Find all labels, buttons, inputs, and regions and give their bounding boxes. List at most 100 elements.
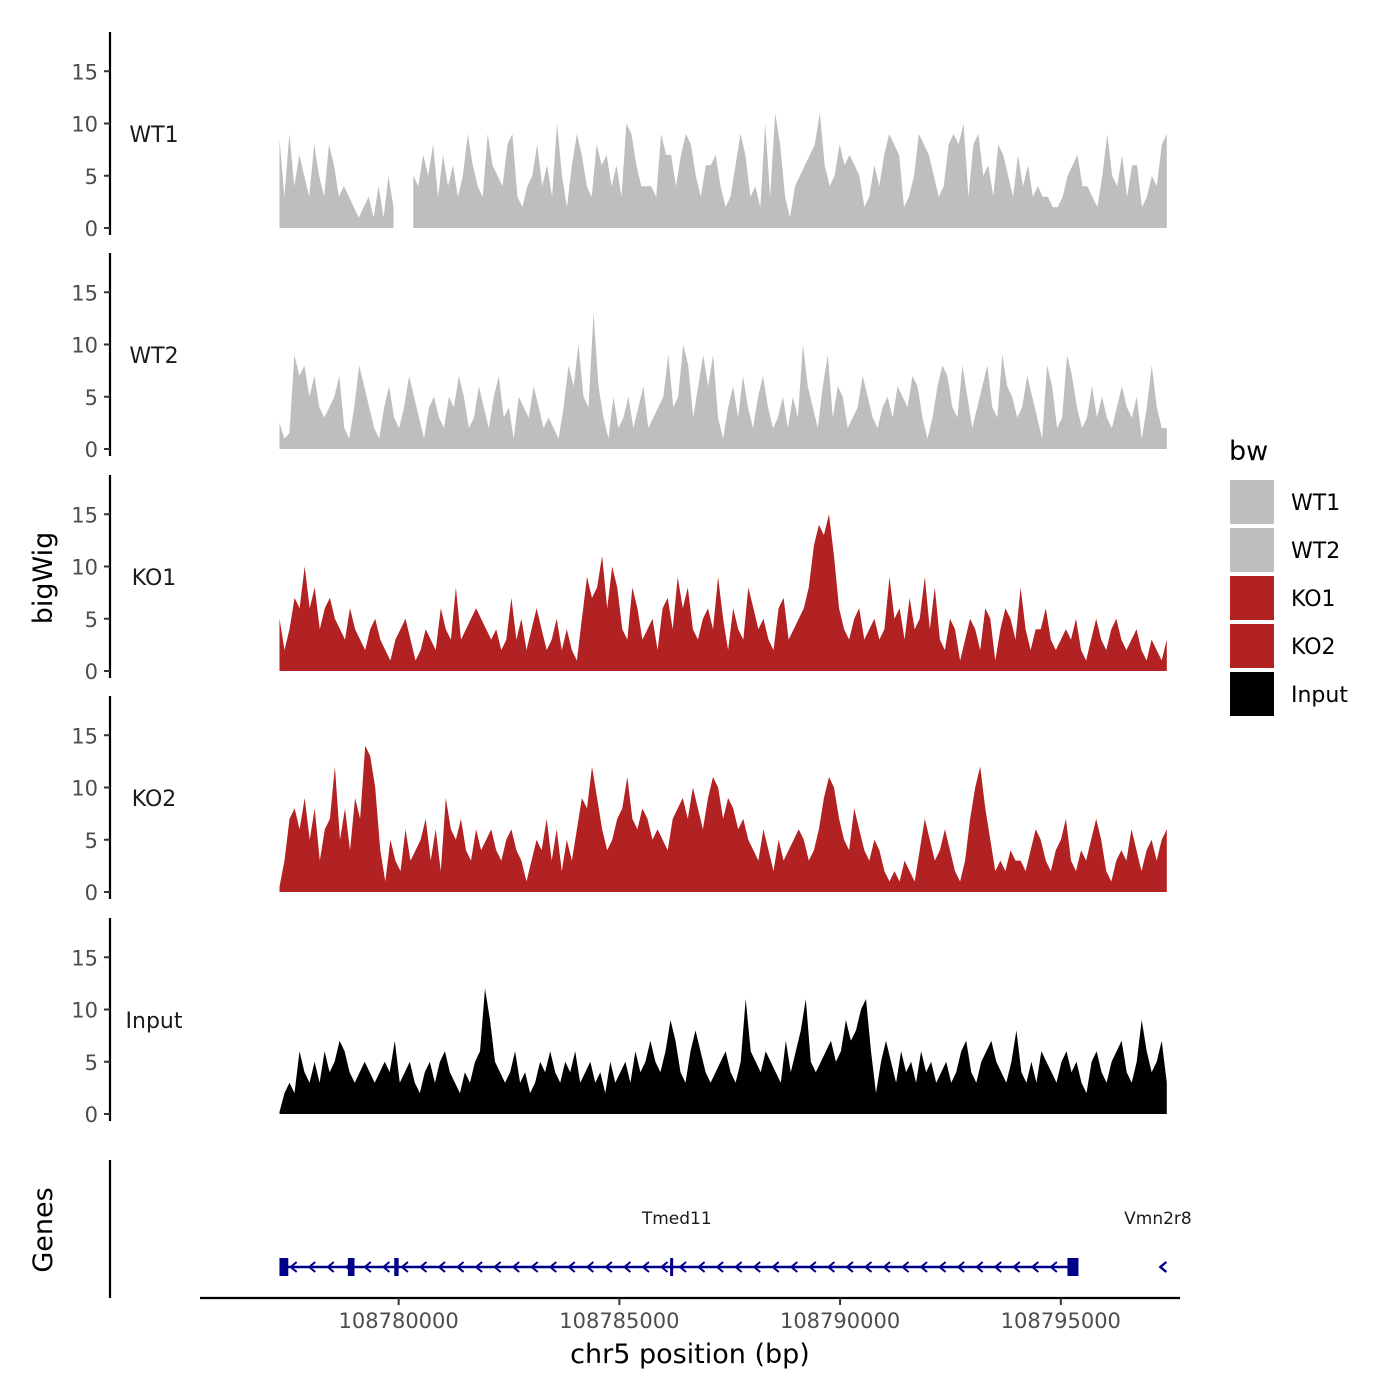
- strand-arrow: [567, 1261, 576, 1273]
- y-tick-label: 10: [71, 334, 98, 358]
- exon-block: [394, 1258, 399, 1276]
- genes-layer: Tmed11 Vmn2r8: [108, 1160, 1192, 1298]
- y-tick-label: 15: [71, 503, 98, 527]
- y-tick-label: 0: [85, 1103, 98, 1127]
- y-tick-label: 5: [85, 829, 98, 853]
- track-wt1: 0 5 10 15 WT1: [71, 32, 1167, 241]
- track-wt2: 0 5 10 15 WT2: [71, 253, 1167, 462]
- exon-block: [347, 1258, 355, 1276]
- strand-arrow: [697, 1261, 706, 1273]
- x-tick-label: 108785000: [559, 1309, 679, 1333]
- x-tick-label: 108780000: [339, 1309, 459, 1333]
- exon-block: [279, 1258, 289, 1276]
- y-tick-label: 10: [71, 113, 98, 137]
- strand-arrow: [1049, 1261, 1058, 1273]
- y-tick-label: 10: [71, 556, 98, 580]
- legend-label-input: Input: [1291, 683, 1348, 708]
- strand-arrow: [474, 1261, 483, 1273]
- track-area-ko1: [279, 514, 1167, 671]
- track-area-wt1-part-1: [279, 133, 394, 228]
- strand-arrow: [1012, 1261, 1021, 1273]
- genes-axis-title: Genes: [28, 1187, 59, 1272]
- track-area-ko2: [279, 745, 1167, 892]
- legend-swatch-input: [1230, 672, 1274, 716]
- strand-arrow: [289, 1261, 298, 1273]
- strand-arrow: [530, 1261, 539, 1273]
- x-axis-title: chr5 position (bp): [570, 1339, 810, 1370]
- strand-arrow: [789, 1261, 798, 1273]
- gene-label-tmed11: Tmed11: [641, 1209, 712, 1229]
- strand-arrow: [734, 1261, 743, 1273]
- y-tick-label: 15: [71, 946, 98, 970]
- track-area-wt2: [279, 313, 1167, 449]
- strand-arrow: [771, 1261, 780, 1273]
- tracks-layer: 0 5 10 15 WT1 0 5 10 15 WT2 0 5 10 15 KO1 0 5 10 15 KO2 0 5 10…: [71, 32, 1167, 1127]
- legend-swatch-ko2: [1230, 624, 1274, 668]
- y-tick-label: 5: [85, 1051, 98, 1075]
- strand-arrow: [493, 1261, 502, 1273]
- strand-arrow: [752, 1261, 761, 1273]
- track-input: 0 5 10 15 Input: [71, 918, 1167, 1127]
- legend-label-wt1: WT1: [1291, 491, 1340, 516]
- y-tick-label: 15: [71, 281, 98, 305]
- track-label: WT2: [129, 344, 178, 369]
- legend-title: bw: [1229, 436, 1268, 467]
- y-tick-label: 10: [71, 999, 98, 1023]
- track-area-wt1-part-2: [413, 113, 1167, 228]
- strand-arrow: [456, 1261, 465, 1273]
- y-tick-label: 0: [85, 217, 98, 241]
- strand-arrow: [678, 1261, 687, 1273]
- strand-arrow: [381, 1261, 391, 1273]
- legend-swatch-ko1: [1230, 576, 1274, 620]
- strand-arrow: [363, 1261, 372, 1273]
- strand-arrow: [900, 1261, 910, 1273]
- track-label: KO1: [132, 566, 177, 591]
- y-tick-label: 5: [85, 386, 98, 410]
- strand-arrow: [622, 1261, 632, 1273]
- y-tick-label: 5: [85, 608, 98, 632]
- strand-arrow: [1158, 1261, 1168, 1273]
- strand-arrow: [938, 1261, 947, 1273]
- strand-arrow: [845, 1261, 854, 1273]
- strand-arrow: [307, 1261, 316, 1273]
- track-label: WT1: [129, 123, 178, 148]
- track-area-input: [279, 988, 1167, 1114]
- y-tick-label: 0: [85, 660, 98, 684]
- y-axis-title: bigWig: [28, 532, 59, 625]
- strand-arrow: [1030, 1261, 1039, 1273]
- strand-arrow: [548, 1261, 557, 1273]
- legend: bw WT1 WT2 KO1 KO2 Input: [1229, 436, 1348, 716]
- x-tick-label: 108795000: [1001, 1309, 1121, 1333]
- strand-arrow: [863, 1261, 873, 1273]
- legend-label-ko2: KO2: [1291, 635, 1336, 660]
- strand-arrow: [993, 1261, 1002, 1273]
- y-tick-label: 15: [71, 60, 98, 84]
- strand-arrow: [511, 1261, 520, 1273]
- y-tick-label: 10: [71, 777, 98, 801]
- strand-arrow: [882, 1261, 891, 1273]
- strand-arrow: [975, 1261, 984, 1273]
- legend-label-ko1: KO1: [1291, 587, 1336, 612]
- y-tick-label: 0: [85, 438, 98, 462]
- y-tick-label: 0: [85, 881, 98, 905]
- track-ko1: 0 5 10 15 KO1: [71, 475, 1167, 684]
- exon-block: [1067, 1258, 1079, 1276]
- strand-arrow: [604, 1261, 613, 1273]
- exon-block: [670, 1258, 674, 1276]
- track-ko2: 0 5 10 15 KO2: [71, 696, 1167, 905]
- x-tick-label: 108790000: [780, 1309, 900, 1333]
- legend-swatch-wt1: [1230, 480, 1274, 524]
- strand-arrow: [826, 1261, 836, 1273]
- legend-swatch-wt2: [1230, 528, 1274, 572]
- track-label: Input: [126, 1009, 183, 1034]
- strand-arrow: [808, 1261, 817, 1273]
- y-tick-label: 15: [71, 724, 98, 748]
- strand-arrow: [956, 1261, 965, 1273]
- x-axis: 108780000 108785000 108790000 108795000: [200, 1296, 1180, 1333]
- strand-arrow: [585, 1261, 594, 1273]
- strand-arrow: [659, 1261, 669, 1273]
- strand-arrow: [418, 1261, 428, 1273]
- track-label: KO2: [132, 787, 177, 812]
